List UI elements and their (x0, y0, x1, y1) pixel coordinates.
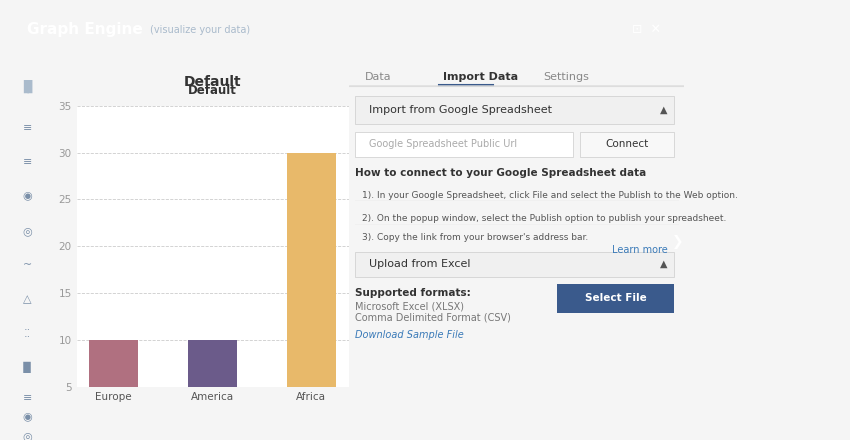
Bar (89, 340, 139, 434)
Text: 2). On the popup window, select the Publish option to publish your spreadsheet.: 2). On the popup window, select the Publ… (362, 214, 726, 223)
Text: Import from Google Spreadsheet: Import from Google Spreadsheet (369, 105, 552, 115)
Text: Comma Delimited Format (CSV): Comma Delimited Format (CSV) (355, 313, 511, 323)
Text: Learn more: Learn more (612, 245, 667, 255)
Text: ≡: ≡ (23, 158, 32, 168)
Text: Select File: Select File (585, 293, 646, 303)
Bar (286, 153, 336, 434)
Text: Download Sample File: Download Sample File (355, 330, 464, 340)
Text: ▐▌: ▐▌ (19, 362, 36, 374)
Text: ▲: ▲ (660, 259, 667, 269)
Text: Connect: Connect (605, 139, 649, 149)
Text: ◎: ◎ (23, 431, 32, 440)
Text: Data: Data (366, 72, 392, 82)
Text: ≡: ≡ (23, 123, 32, 133)
Text: Settings: Settings (543, 72, 589, 82)
Text: ≡: ≡ (23, 393, 32, 403)
Text: △: △ (23, 294, 32, 304)
Text: (visualize your data): (visualize your data) (150, 25, 250, 35)
Text: Upload from Excel: Upload from Excel (369, 259, 470, 269)
Text: 1). In your Google Spreadsheet, click File and select the Publish to the Web opt: 1). In your Google Spreadsheet, click Fi… (362, 191, 738, 200)
Title: Default: Default (184, 75, 241, 89)
Text: How to connect to your Google Spreadsheet data: How to connect to your Google Spreadshee… (355, 168, 647, 178)
Text: ▐▌: ▐▌ (18, 80, 37, 93)
Text: ⊡  ✕: ⊡ ✕ (632, 23, 661, 37)
Text: Default: Default (188, 84, 237, 97)
Text: Graph Engine: Graph Engine (27, 22, 143, 37)
FancyBboxPatch shape (557, 284, 674, 313)
FancyBboxPatch shape (355, 252, 674, 276)
Text: ~: ~ (23, 260, 32, 270)
Text: ▲: ▲ (660, 105, 667, 115)
Text: ◉: ◉ (23, 192, 32, 202)
FancyBboxPatch shape (581, 132, 674, 157)
Text: Google Spreadsheet Public Url: Google Spreadsheet Public Url (369, 139, 517, 149)
Text: ❯: ❯ (672, 235, 683, 249)
Text: Microsoft Excel (XLSX): Microsoft Excel (XLSX) (355, 301, 464, 311)
Text: ⁚⁚: ⁚⁚ (24, 329, 31, 338)
Text: ◉: ◉ (23, 412, 32, 422)
Bar (188, 340, 237, 434)
FancyBboxPatch shape (355, 96, 674, 125)
Text: 3). Copy the link from your browser's address bar.: 3). Copy the link from your browser's ad… (362, 233, 588, 242)
Text: Supported formats:: Supported formats: (355, 288, 471, 298)
FancyBboxPatch shape (355, 132, 574, 157)
Text: ◎: ◎ (23, 226, 32, 236)
Text: Import Data: Import Data (443, 72, 518, 82)
